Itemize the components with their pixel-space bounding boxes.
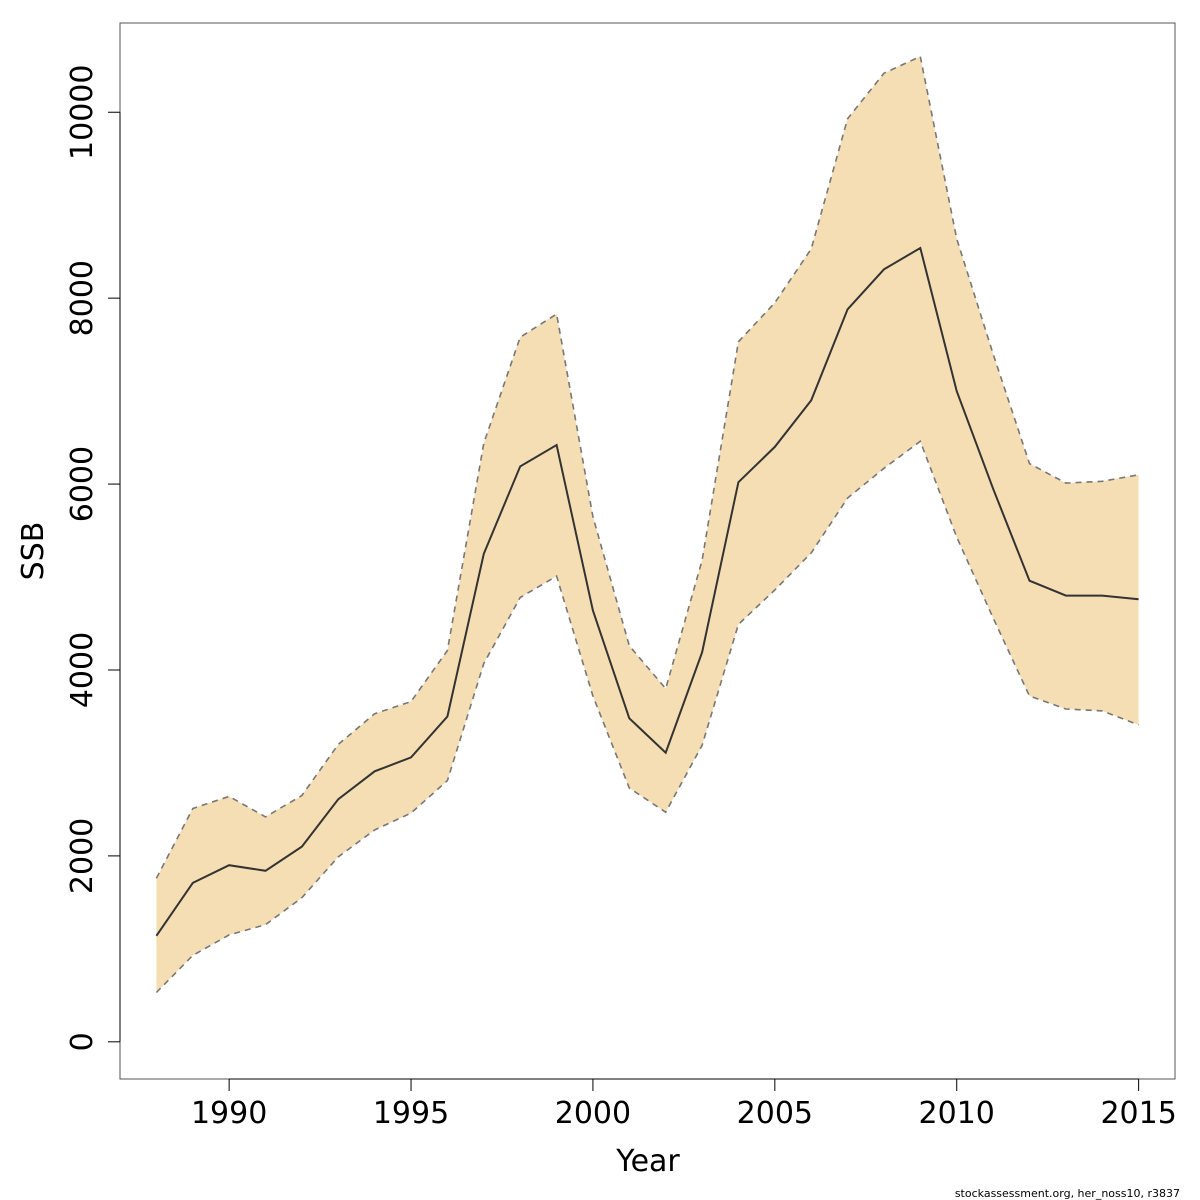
x-tick-label: 2010	[919, 1096, 995, 1131]
x-tick-label: 2000	[555, 1096, 631, 1131]
confidence-band	[156, 56, 1139, 993]
y-tick-label: 10000	[65, 65, 100, 160]
x-axis: 1990 1995 2000 2005 2010 2015	[191, 1078, 1177, 1131]
lower-bound-line	[155, 440, 1139, 994]
y-tick-label: 6000	[65, 446, 100, 522]
footnote: stockassessment.org, her_noss10, r3837	[955, 1187, 1180, 1200]
x-tick-label: 2005	[737, 1096, 813, 1131]
y-axis: 0 2000 4000 6000 8000 10000	[65, 65, 121, 1051]
x-tick-label: 2015	[1100, 1096, 1176, 1131]
x-tick-label: 1995	[373, 1096, 449, 1131]
y-tick-label: 8000	[65, 260, 100, 336]
y-tick-label: 4000	[65, 632, 100, 708]
y-tick-label: 2000	[65, 818, 100, 894]
x-tick-label: 1990	[191, 1096, 267, 1131]
y-tick-label: 0	[65, 1032, 100, 1051]
y-axis-title: SSB	[16, 522, 51, 581]
upper-bound-line	[155, 55, 1139, 879]
confidence-band-layer	[156, 56, 1139, 993]
x-axis-title: Year	[615, 1144, 680, 1179]
line-layer	[155, 55, 1139, 994]
median-ssb-line	[155, 246, 1139, 937]
